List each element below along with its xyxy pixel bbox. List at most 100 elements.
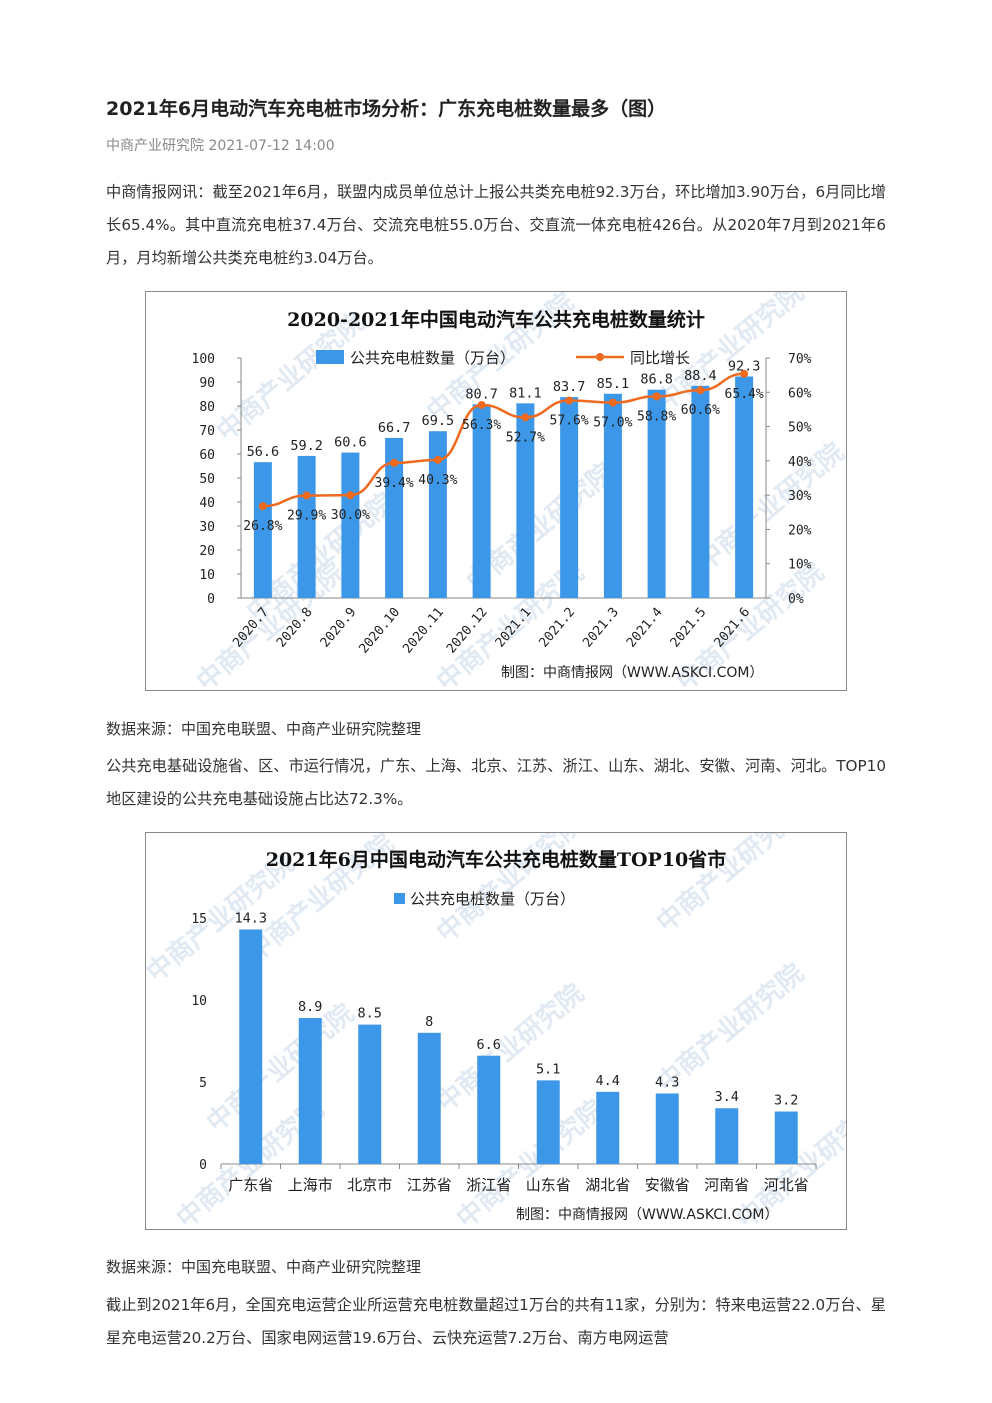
paragraph-1: 中商情报网讯：截至2021年6月，联盟内成员单位总计上报公共类充电桩92.3万台… [106,183,886,267]
chart-2-x-tick-label: 上海市 [288,1176,333,1194]
chart-2-bar [298,1018,322,1164]
chart-1-bar-label: 86.8 [640,372,673,388]
article-title: 2021年6月电动汽车充电桩市场分析：广东充电桩数量最多（图） [106,98,667,120]
chart-1-bar [603,393,622,598]
chart-1-y-right-tick-label: 10% [788,558,812,573]
chart-1-bar [735,376,754,598]
chart-1-line-point [696,386,705,395]
chart-1-bar-label: 81.1 [509,385,542,401]
paragraph-3: 截止到2021年6月，全国充电运营企业所运营充电桩数量超过1万台的共有11家，分… [106,1296,886,1347]
chart-1-bar [472,404,491,598]
chart-1-line-point [652,392,661,401]
chart-2-x-tick-label: 江苏省 [407,1176,452,1194]
chart-2-bars [239,929,798,1164]
chart-1-line-label: 60.6% [681,403,720,418]
chart-1-line-label: 30.0% [331,508,370,523]
chart-1-legend: 公共充电桩数量（万台） 同比增长 [316,349,690,367]
chart-1-legend-line-marker [596,353,604,361]
chart-1-bar-label: 85.1 [597,376,630,392]
chart-1-y-right-tick-label: 30% [788,489,812,504]
chart-1-line-label: 52.7% [506,430,545,445]
chart-1-y-right-tick-label: 50% [788,421,812,436]
chart-2-bar [358,1024,382,1164]
chart-1-title: 2020-2021年中国电动汽车公共充电桩数量统计 [287,308,705,331]
chart-2-x-tick-label: 湖北省 [585,1176,630,1194]
chart-2-bar-label: 8.5 [358,1006,382,1022]
chart-1-data-labels: 56.6 59.2 60.6 66.7 69.5 80.7 81.1 83.7 85.1 86.8… [243,358,764,534]
chart-1-y-left-tick-label: 30 [199,520,215,535]
chart-1-legend-bar-swatch [316,350,344,364]
chart-1-line-label: 58.8% [637,409,676,424]
chart-1-line-point [302,491,311,500]
chart-1-y-right-tick-label: 70% [788,352,812,367]
chart-1-line-label: 26.8% [243,519,282,534]
chart-2-y-tick-label: 0 [199,1158,207,1173]
chart-1-line-point [477,400,486,409]
chart-1-bar [253,462,272,598]
chart-1-container: 中商产业研究院 中商产业研究院 中商产业研究院 中商产业研究院 中商产业研究院 中商产业研… [145,291,847,691]
chart-2-x-tick-label: 山东省 [526,1176,571,1194]
chart-2-x-tick-label: 河南省 [704,1176,749,1194]
chart-1-y-right-tick-label: 0% [788,592,804,607]
chart-1-bar-label: 88.4 [684,368,717,384]
article-meta: 中商产业研究院 2021-07-12 14:00 [106,138,335,154]
chart-1-y-left-tick-label: 70 [199,424,215,439]
chart-2-bar-label: 8 [425,1014,433,1030]
chart-1-bar-label: 66.7 [378,420,411,436]
chart-2-title: 2021年6月中国电动汽车公共充电桩数量TOP10省市 [266,848,727,871]
chart-1-credit: 制图：中商情报网（WWW.ASKCI.COM） [501,665,763,681]
chart-1-line-point [608,398,617,407]
chart-1-y-left-tick-label: 60 [199,448,215,463]
chart-2-bar [536,1080,560,1164]
chart-2-bar-label: 4.4 [596,1073,620,1089]
chart-2-bar-label: 4.3 [655,1074,679,1090]
chart-1-line-label: 29.9% [287,508,326,523]
chart-2-x-tick-label: 安徽省 [645,1176,690,1194]
chart-1-line-label: 57.0% [593,416,632,431]
chart-2-bar-label: 14.3 [234,910,267,926]
chart-2-legend: 公共充电桩数量（万台） [394,890,575,908]
chart-1-bar-label: 83.7 [553,379,586,395]
chart-2-y-tick-label: 5 [199,1076,207,1091]
chart-1-bar-label: 80.7 [465,386,498,402]
chart-2-y-tick-label: 15 [191,912,207,927]
chart-1-bar [691,385,710,598]
chart-1-bar-label: 92.3 [728,358,761,374]
chart-1-x-tick-label: 2020.10 [356,605,403,657]
chart-1-line-label: 57.6% [550,414,589,429]
chart-1-y-left-tick-label: 50 [199,472,215,487]
chart-2-bar-label: 3.4 [715,1089,739,1105]
chart-2-bar [774,1111,798,1164]
chart-2-y-tick-label: 10 [191,994,207,1009]
chart-1-legend-bar-label: 公共充电桩数量（万台） [350,349,515,367]
watermark-text: 中商产业研究院 [201,998,360,1139]
chart-2-bar [417,1032,441,1164]
chart-1-y-left-tick-label: 100 [192,352,215,367]
chart-1-y-left-tick-label: 90 [199,376,215,391]
source-note-2: 数据来源：中国充电联盟、中商产业研究院整理 [106,1258,422,1276]
chart-1-y-right-tick-label: 40% [788,455,812,470]
chart-2-x-tick-label: 河北省 [764,1176,809,1194]
chart-1-line-label: 40.3% [418,473,457,488]
watermark-text: 中商产业研究院 [431,978,590,1119]
chart-1-line-point [521,413,530,422]
chart-1-bars [253,376,754,598]
paragraph-2: 公共充电基础设施省、区、市运行情况，广东、上海、北京、江苏、浙江、山东、湖北、安… [106,757,886,808]
chart-1-line-point [565,396,574,405]
chart-1-bar [516,403,535,598]
chart-2-x-tick-label: 广东省 [228,1176,273,1194]
chart-1-bar [297,455,316,598]
chart-2-bar [477,1055,501,1164]
chart-1-line-point [433,455,442,464]
chart-1-x-tick-label: 2020.11 [400,605,447,657]
chart-1-bar [647,389,666,598]
chart-1-y-right-tick-label: 60% [788,386,812,401]
chart-2-bar [596,1091,620,1164]
chart-1-legend-line-label: 同比增长 [630,349,690,367]
chart-2-bar [655,1093,679,1164]
chart-1-x-tick-label: 2021.5 [668,605,710,651]
chart-2-data-labels: 14.3 8.9 8.5 8 6.6 5.1 4.4 4.3 3.4 3.2 [234,910,798,1108]
chart-2-credit: 制图：中商情报网（WWW.ASKCI.COM） [516,1207,778,1223]
